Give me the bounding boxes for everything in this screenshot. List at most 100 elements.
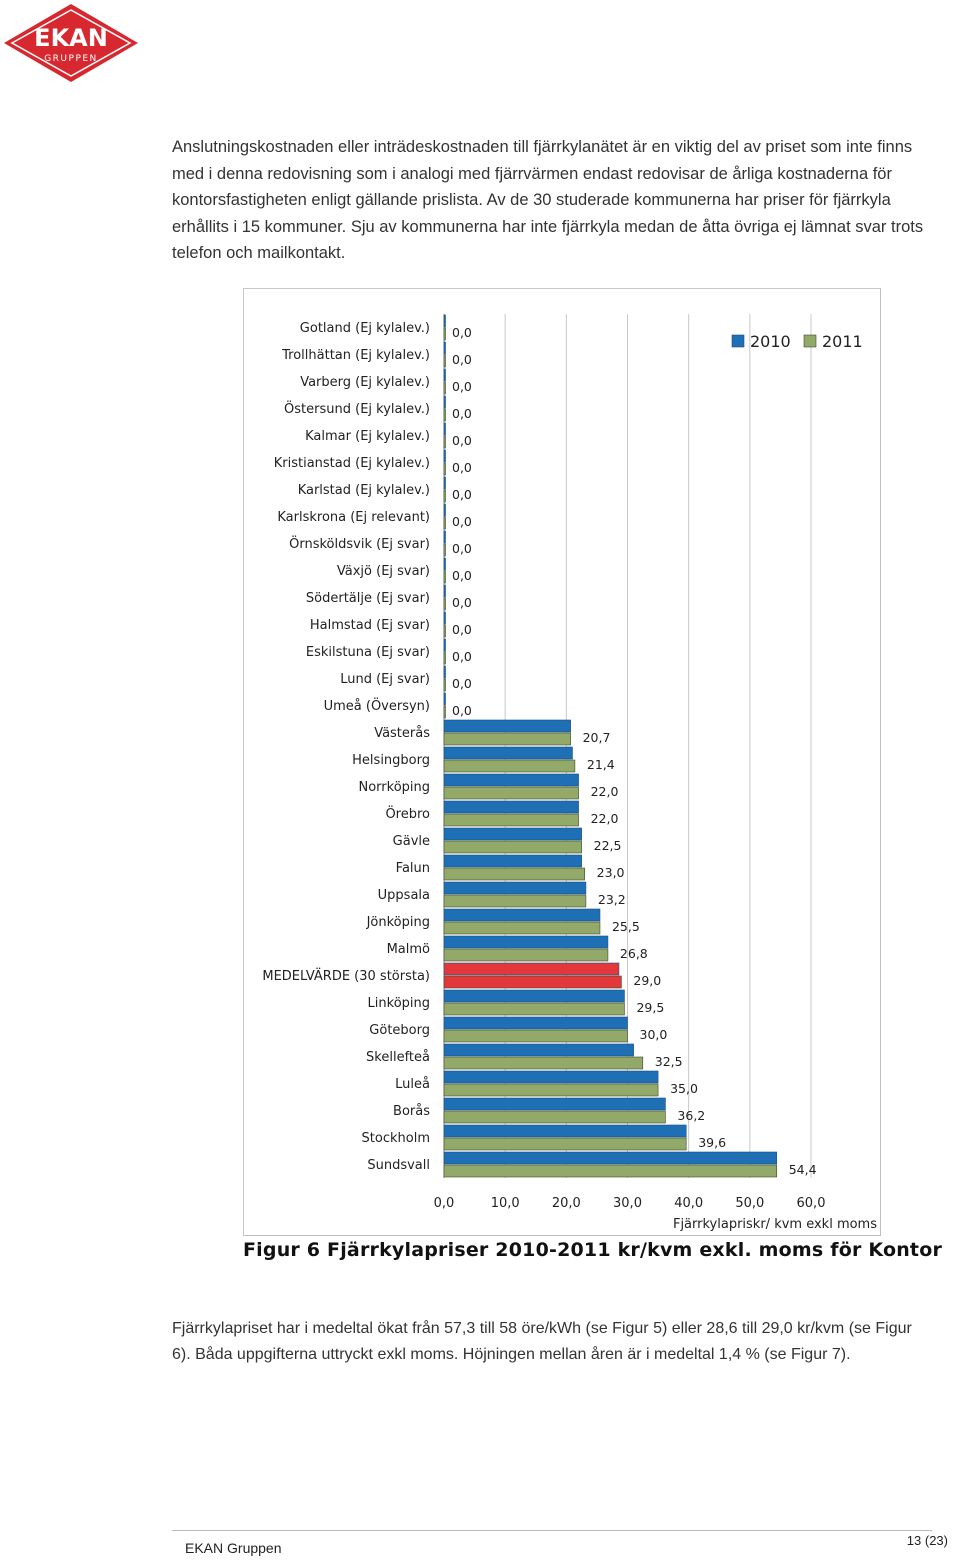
bar-2011 [443,489,446,503]
bar-2011 [443,867,585,881]
bar-2010 [443,503,446,517]
bar-2011 [443,732,571,746]
data-label: 0,0 [452,379,472,394]
category-label: Kalmar (Ej kylalev.) [305,429,430,444]
bar-2011 [443,1002,625,1016]
category-label: Kristianstad (Ej kylalev.) [274,456,430,471]
outro-paragraph: Fjärrkylapriset har i medeltal ökat från… [172,1316,932,1367]
category-label: Västerås [374,726,430,741]
category-label: Helsingborg [352,753,430,768]
bar-2011 [443,624,446,638]
bar-2010 [443,908,601,922]
bar-2011 [443,381,446,395]
bar-chart: Gotland (Ej kylalev.) 0,0 Trollhättan (Ej … [262,314,877,1232]
bar-2011 [443,435,446,449]
ekan-logo: EKAN GRUPPEN [4,4,138,82]
data-label: 29,0 [633,973,661,988]
footer-company: EKAN Gruppen [185,1540,282,1556]
x-tick-label: 30,0 [613,1196,642,1211]
x-tick-label: 0,0 [434,1196,455,1211]
bar-2011 [443,408,446,422]
data-label: 29,5 [636,1000,664,1015]
bar-2010 [443,1043,634,1057]
bar-2011 [443,1056,644,1070]
bar-2010 [443,1016,628,1030]
data-label: 20,7 [583,730,611,745]
bar-2011 [443,651,446,665]
category-label: Borås [393,1104,430,1119]
data-label: 0,0 [452,595,472,610]
data-label: 0,0 [452,568,472,583]
bar-2011 [443,921,601,935]
bar-2011 [443,813,579,827]
bar-2010 [443,611,446,625]
intro-text: Anslutningskostnaden eller inträdeskostn… [172,138,924,262]
bar-2010 [443,800,579,814]
legend-swatch-2011 [803,334,817,348]
x-tick-label: 10,0 [491,1196,520,1211]
category-label: Östersund (Ej kylalev.) [284,400,430,417]
bar-2010 [443,476,446,490]
category-label: Örebro [385,805,430,822]
category-label: Trollhättan (Ej kylalev.) [281,348,430,363]
bar-2010 [443,395,446,409]
data-label: 36,2 [677,1108,705,1123]
category-label: Linköping [368,996,430,1011]
data-label: 23,2 [598,892,626,907]
bar-2010 [443,368,446,382]
bar-2010 [443,557,446,571]
bar-2011 [443,759,576,773]
bar-2010 [443,719,571,733]
data-label: 22,5 [594,838,622,853]
bar-2010 [443,1070,659,1084]
footer-divider [172,1530,932,1531]
x-tick-label: 20,0 [552,1196,581,1211]
category-label: Varberg (Ej kylalev.) [300,375,430,390]
category-label: Sundsvall [367,1158,430,1173]
bar-2010 [443,989,625,1003]
data-label: 0,0 [452,352,472,367]
bar-2011 [443,327,446,341]
bar-2010 [443,584,446,598]
category-label: Örnsköldsvik (Ej svar) [289,535,430,552]
category-label: Malmö [387,942,430,957]
bar-2010 [443,314,446,328]
legend-label-2011: 2011 [822,332,863,351]
data-label: 0,0 [452,649,472,664]
category-label: Göteborg [369,1023,430,1038]
outro-text: Fjärrkylapriset har i medeltal ökat från… [172,1320,912,1363]
bar-2011 [443,1137,687,1151]
data-label: 0,0 [452,703,472,718]
legend-label-2010: 2010 [750,332,791,351]
bar-2011 [443,840,582,854]
category-label: Gävle [393,834,430,849]
category-label: Växjö (Ej svar) [337,564,430,579]
chart-frame: Gotland (Ej kylalev.) 0,0 Trollhättan (Ej … [243,288,881,1236]
intro-paragraph: Anslutningskostnaden eller inträdeskostn… [172,134,932,267]
logo-diamond [4,4,138,82]
data-label: 0,0 [452,541,472,556]
bar-2010 [443,935,609,949]
x-tick-label: 60,0 [797,1196,826,1211]
bar-2011 [443,1029,628,1043]
x-tick-label: 50,0 [735,1196,764,1211]
category-label: Södertälje (Ej svar) [306,591,430,606]
logo-diamond-border [10,9,132,77]
bar-2011 [443,1110,666,1124]
data-label: 22,0 [591,811,619,826]
data-label: 0,0 [452,433,472,448]
data-label: 26,8 [620,946,648,961]
category-label: Lund (Ej svar) [340,672,430,687]
data-label: 0,0 [452,487,472,502]
data-label: 0,0 [452,676,472,691]
bar-2011 [443,678,446,692]
data-label: 22,0 [591,784,619,799]
bar-2011 [443,570,446,584]
data-label: 23,0 [597,865,625,880]
bar-2010 [443,1151,778,1165]
bar-2011 [443,975,622,989]
bar-2010 [443,530,446,544]
data-label: 0,0 [452,622,472,637]
category-label: Karlstad (Ej kylalev.) [298,483,430,498]
bar-2011 [443,1164,778,1178]
